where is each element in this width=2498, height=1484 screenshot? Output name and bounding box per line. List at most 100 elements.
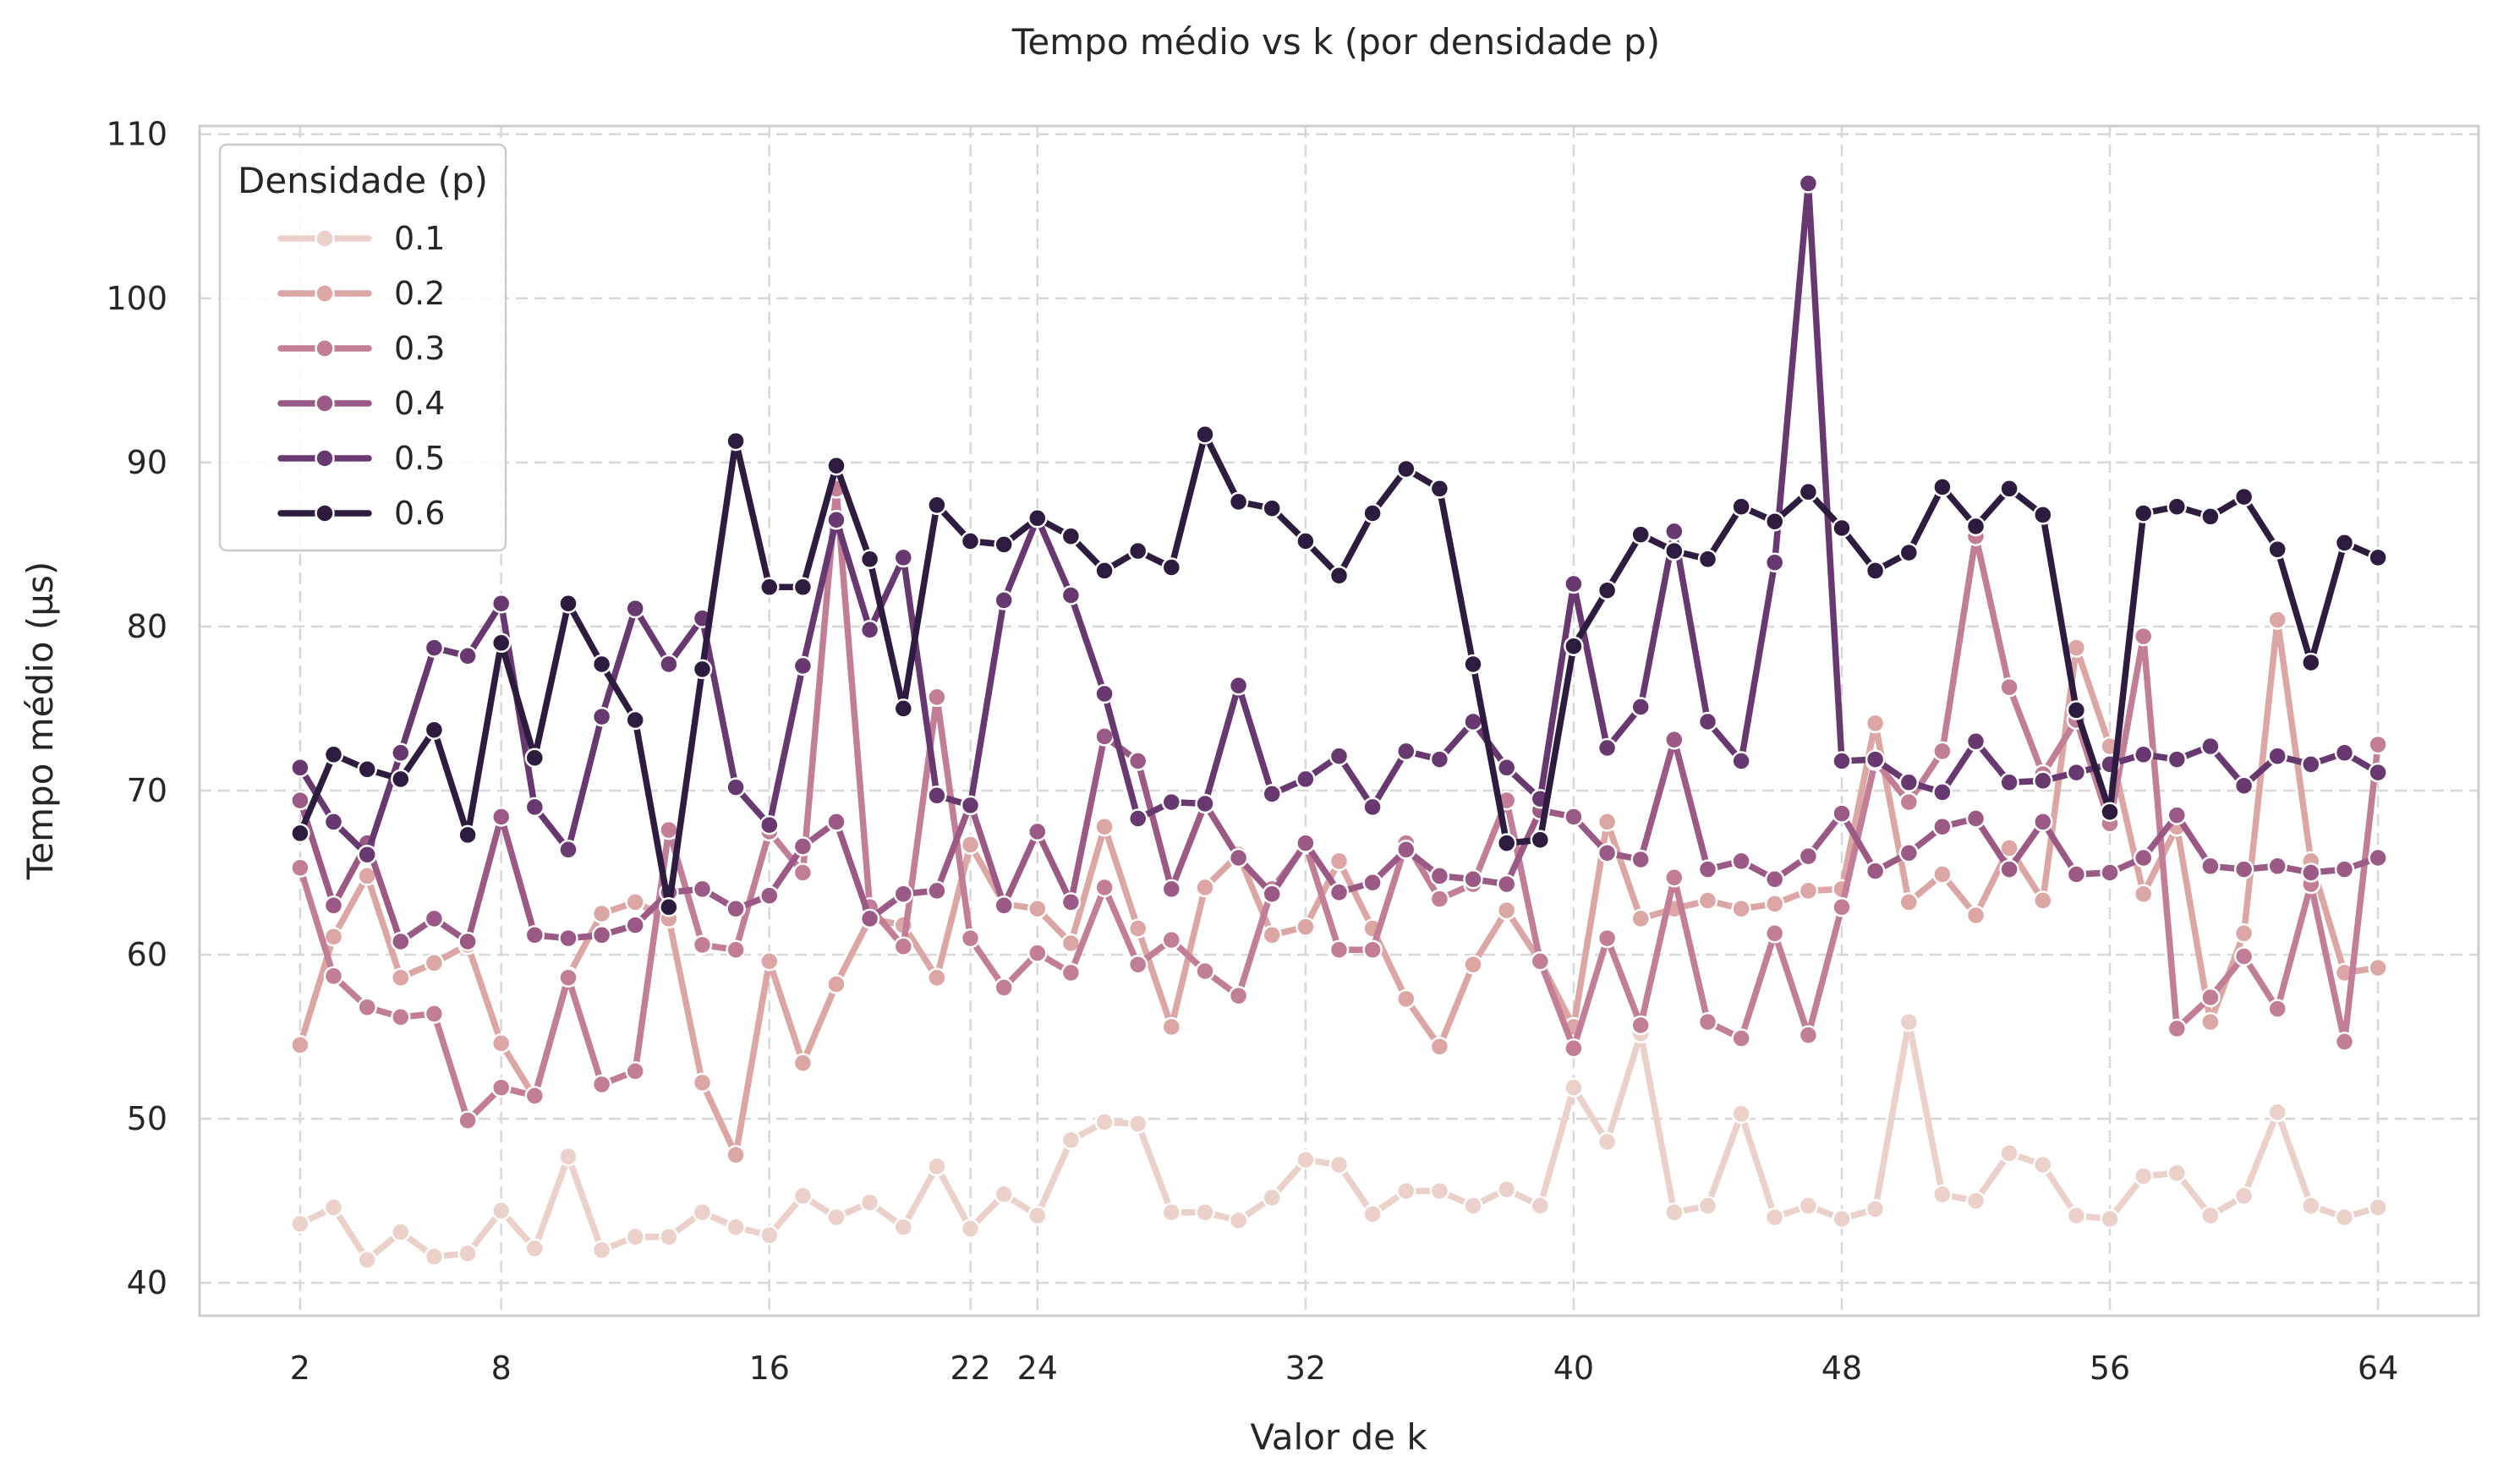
x-tick-label: 56 <box>2090 1350 2130 1387</box>
data-point <box>1195 1202 1215 1223</box>
data-point <box>290 1213 310 1235</box>
data-point <box>826 510 846 530</box>
data-point <box>1865 1199 1886 1219</box>
data-point <box>2066 1205 2087 1226</box>
data-point <box>290 857 310 878</box>
data-point <box>1697 711 1718 732</box>
data-point <box>759 577 780 598</box>
data-point <box>792 577 813 598</box>
data-point <box>290 790 310 811</box>
y-tick-label: 50 <box>127 1100 167 1137</box>
data-point <box>2233 1186 2254 1207</box>
data-point <box>1898 791 1920 813</box>
data-point <box>1965 731 1986 752</box>
y-tick-label: 80 <box>127 608 167 645</box>
data-point <box>1798 1025 1819 1045</box>
data-point <box>927 967 947 988</box>
data-point <box>1027 943 1048 963</box>
data-point <box>1564 807 1584 827</box>
data-point <box>692 1202 713 1223</box>
data-point <box>2033 1154 2053 1175</box>
data-point <box>490 1077 512 1098</box>
data-point <box>927 786 947 806</box>
data-point <box>625 915 645 935</box>
data-point <box>1328 746 1350 766</box>
data-point <box>726 430 746 452</box>
data-point <box>524 797 545 818</box>
data-point <box>1664 868 1685 888</box>
data-point <box>1597 737 1618 758</box>
data-point <box>1496 833 1517 853</box>
data-point <box>1999 772 2019 793</box>
data-point <box>2334 742 2355 764</box>
data-point <box>1127 808 1148 829</box>
data-point <box>591 903 612 924</box>
data-point <box>391 742 411 764</box>
data-point <box>2033 812 2053 832</box>
data-point <box>1094 561 1115 581</box>
data-point <box>826 455 846 476</box>
data-point <box>323 926 344 947</box>
data-point <box>1127 954 1148 975</box>
data-point <box>1228 847 1249 868</box>
data-point <box>1999 1143 2019 1164</box>
data-point <box>524 925 545 945</box>
legend-item: 0.6 <box>277 495 445 532</box>
data-point <box>1296 769 1316 790</box>
data-point <box>1195 961 1215 982</box>
data-point <box>726 1217 746 1237</box>
data-point <box>2267 539 2287 560</box>
data-point <box>1664 521 1685 542</box>
x-tick-label: 24 <box>1017 1350 1058 1387</box>
data-point <box>826 974 846 994</box>
data-point <box>994 977 1014 998</box>
data-point <box>960 531 981 551</box>
data-point <box>2368 762 2388 783</box>
legend-swatch-marker <box>315 503 335 523</box>
data-point <box>391 1222 411 1242</box>
data-point <box>1463 711 1483 732</box>
data-point <box>960 835 981 855</box>
data-point <box>1865 861 1886 881</box>
data-point <box>1094 683 1115 704</box>
data-point <box>859 1192 880 1213</box>
legend-item: 0.4 <box>277 385 445 422</box>
data-point <box>2133 884 2154 904</box>
data-point <box>659 897 679 917</box>
data-point <box>1965 516 1986 537</box>
data-point <box>2200 1205 2221 1226</box>
data-point <box>1127 1114 1148 1134</box>
data-point <box>826 1207 846 1228</box>
data-point <box>290 1035 310 1055</box>
data-point <box>893 936 914 957</box>
data-point <box>1999 838 2019 858</box>
data-point <box>927 1156 947 1177</box>
data-point <box>625 709 645 731</box>
data-point <box>457 1110 478 1131</box>
legend-label: 0.3 <box>394 330 445 367</box>
data-point <box>1228 985 1249 1006</box>
data-point <box>490 807 512 827</box>
data-point <box>1127 918 1148 939</box>
data-point <box>1664 540 1685 561</box>
data-point <box>692 1072 713 1093</box>
data-point <box>1832 751 1852 771</box>
data-point <box>357 759 377 780</box>
data-point <box>2301 652 2321 673</box>
data-point <box>391 967 411 988</box>
data-point <box>1697 1011 1718 1032</box>
data-point <box>391 931 411 952</box>
data-point <box>1429 749 1450 769</box>
data-point <box>1228 491 1249 512</box>
data-point <box>1597 1131 1618 1153</box>
data-point <box>1697 859 1718 879</box>
data-point <box>1564 573 1584 594</box>
data-point <box>1094 877 1115 898</box>
data-point <box>1530 1196 1551 1216</box>
data-point <box>726 898 746 919</box>
data-point <box>1362 797 1383 818</box>
data-point <box>1463 869 1483 890</box>
data-point <box>1496 1179 1517 1200</box>
data-point <box>1396 458 1416 479</box>
